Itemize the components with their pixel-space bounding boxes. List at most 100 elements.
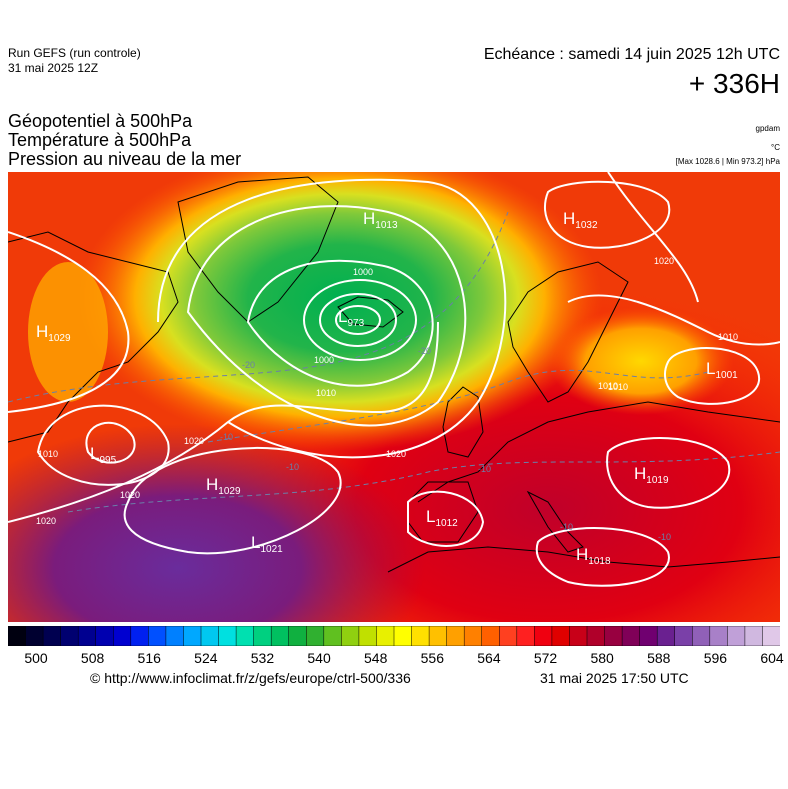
isobar-east-1020 (607, 172, 699, 303)
isobar-label: 1020 (184, 436, 204, 446)
colorbar-swatch (358, 626, 378, 646)
run-date: 31 mai 2025 12Z (8, 61, 99, 75)
pressure-center-value: 1013 (375, 220, 398, 231)
colorbar-tick-label: 548 (364, 650, 388, 666)
colorbar-tick-label: 532 (250, 650, 275, 666)
unit-geopotential: gpdam (755, 124, 780, 133)
colorbar-swatch (744, 626, 764, 646)
colorbar-swatch (218, 626, 237, 646)
isobar-low-inner-1 (335, 305, 381, 335)
isobar-label: 1010 (316, 388, 336, 398)
colorbar-swatch (499, 626, 518, 646)
unit-temperature: °C (771, 143, 780, 152)
colorbar-swatch (288, 626, 308, 646)
colorbar-swatch (113, 626, 132, 646)
field-west-yellow (28, 262, 108, 402)
isotherm-label: -10 (560, 522, 573, 532)
pressure-center-value: 1012 (435, 518, 458, 529)
isotherms (8, 211, 780, 513)
colorbar-swatch (323, 626, 343, 646)
forecast-lead: + 336H (688, 68, 780, 99)
colorbar-tick-label: 580 (590, 650, 614, 666)
colorbar-swatch (148, 626, 167, 646)
weather-map: H1013 H1032H1029L973L1001L995H1029L1021L1… (8, 172, 780, 622)
colorbar-swatch (306, 626, 325, 646)
isotherm-1 (8, 211, 509, 403)
colorbar-swatch (727, 626, 746, 646)
colorbar-tick-label: 508 (80, 650, 105, 666)
colorbar-tick-label: 540 (307, 650, 331, 666)
param-temperature: Température à 500hPa (8, 130, 192, 150)
colorbar-swatch (165, 626, 185, 646)
colorbar (8, 626, 780, 646)
isotherm-label: -10 (220, 432, 233, 442)
isobar-high-1018 (535, 527, 670, 587)
isotherm-2 (207, 369, 709, 443)
coast-africa (387, 546, 780, 573)
source-url: © http://www.infoclimat.fr/z/gefs/europe… (90, 670, 411, 686)
isobar-low-1012 (407, 490, 485, 547)
isobar-1000 (246, 259, 434, 387)
colorbar-tick-label: 572 (533, 650, 558, 666)
coast-greenland (177, 176, 339, 323)
colorbar-swatch (551, 626, 571, 646)
colorbar-tick-label: 524 (194, 650, 218, 666)
param-mslp: Pression au niveau de la mer (8, 149, 242, 169)
colorbar-swatch (569, 626, 588, 646)
isobar-label: 1000 (314, 355, 334, 365)
isobar-west-1020 (8, 321, 439, 523)
colorbar-swatch (270, 626, 290, 646)
colorbar-swatch (692, 626, 711, 646)
isobar-label: 1020 (120, 490, 140, 500)
isobar-high-1019 (606, 437, 731, 509)
colorbar-swatch (183, 626, 202, 646)
isobar-high-1029-atl (123, 447, 342, 555)
isobar-1010 (186, 205, 467, 427)
colorbar-tick-label: 564 (477, 650, 501, 666)
colorbar-swatch (534, 626, 553, 646)
coastlines (8, 176, 780, 573)
isobar-label: 1020 (654, 256, 674, 266)
colorbar-swatch (411, 626, 430, 646)
pressure-center-value: 1029 (48, 333, 71, 344)
isobar-low-inner-2 (319, 293, 397, 347)
coast-italy (526, 490, 584, 553)
colorbar-swatch (200, 626, 220, 646)
isobar-low-1001 (664, 347, 761, 405)
colorbar-swatch (341, 626, 360, 646)
run-title: Run GEFS (run controle) (8, 46, 141, 60)
field-russia-trough (8, 172, 780, 622)
colorbar-swatch (674, 626, 694, 646)
colorbar-tick-label: 556 (420, 650, 444, 666)
colorbar-swatch (25, 626, 44, 646)
colorbar-swatch (60, 626, 79, 646)
pressure-center-value: 973 (347, 318, 364, 329)
coast-iceland (337, 296, 404, 328)
coast-uk (442, 386, 484, 458)
coast-scandinavia (507, 261, 629, 403)
pressure-center-value: 1021 (260, 544, 283, 555)
colorbar-swatch (656, 626, 676, 646)
isobar-low-995-2 (36, 404, 170, 486)
isobar-label: 1010 (718, 332, 738, 342)
colorbar-swatch (42, 626, 62, 646)
isobar-east-1010 (567, 294, 780, 346)
isotherm-3 (67, 451, 780, 513)
colorbar-swatch (709, 626, 729, 646)
isobar-label: 1000 (353, 267, 373, 277)
isotherm-label: -10 (286, 462, 299, 472)
coast-iberia (407, 481, 479, 543)
isobar-label: 1010 (608, 382, 628, 392)
colorbar-swatch (604, 626, 623, 646)
colorbar-swatch (235, 626, 255, 646)
isobar-label: 1020 (386, 449, 406, 459)
isotherm-labels: -20 -20 -10 -10 -10 -10 -10 (220, 346, 671, 542)
colorbar-tick-label: 588 (647, 650, 671, 666)
colorbar-tick-label: 596 (703, 650, 728, 666)
colorbar-swatch (393, 626, 413, 646)
isobar-labels: 1000100010101010101010101020102010201020… (36, 256, 738, 526)
colorbar-swatch (481, 626, 501, 646)
isotherm-label: -10 (658, 532, 671, 542)
colorbar-swatch (446, 626, 465, 646)
colorbar-swatch (8, 626, 27, 646)
